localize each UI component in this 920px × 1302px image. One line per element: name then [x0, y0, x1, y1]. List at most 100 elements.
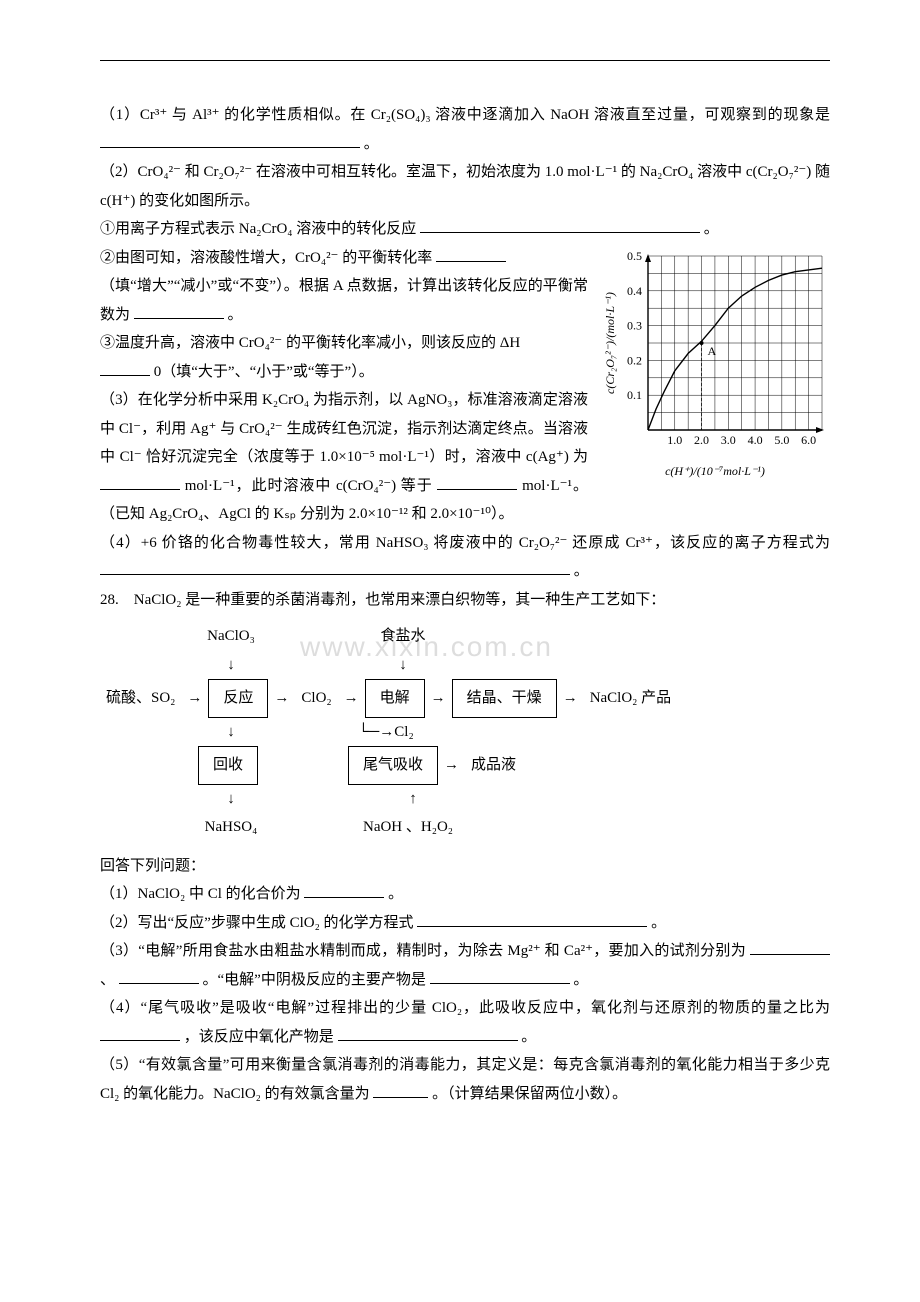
flow-top2: 食盐水 [357, 622, 449, 651]
flow-bottom: NaHSO₄ NaOH 、H₂O₂ [100, 813, 830, 842]
text: （3）在化学分析中采用 K₂CrO₄ 为指示剂，以 AgNO₃，标准溶液滴定溶液… [100, 392, 588, 465]
blank [100, 559, 570, 575]
svg-text:0.1: 0.1 [627, 388, 642, 402]
blank [119, 968, 199, 984]
text: 。 [228, 307, 243, 323]
text: 。 [521, 1029, 536, 1045]
chart: 1.02.03.04.05.06.00.10.20.30.40.5c(Cr₂O₇… [600, 248, 830, 483]
q28-part3: （3）“电解”所用食盐水由粗盐水精制而成，精制时，为除去 Mg²⁺ 和 Ca²⁺… [100, 937, 830, 994]
svg-text:4.0: 4.0 [748, 433, 763, 447]
arrow-right-icon: → [425, 684, 452, 713]
text: ③温度升高，溶液中 CrO₄²⁻ 的平衡转化率减小，则该反应的 ΔH [100, 335, 520, 351]
svg-text:c(Cr₂O₇²⁻)/(mol·L⁻¹): c(Cr₂O₇²⁻)/(mol·L⁻¹) [603, 292, 617, 394]
svg-text:0.3: 0.3 [627, 318, 642, 332]
q27-part2: （2）CrO₄²⁻ 和 Cr₂O₇²⁻ 在溶液中可相互转化。室温下，初始浓度为 … [100, 158, 830, 215]
q27-part2-1: ①用离子方程式表示 Na₂CrO₄ 溶液中的转化反应 。 [100, 215, 830, 244]
svg-text:1.0: 1.0 [667, 433, 682, 447]
arrow-right-icon: → [181, 684, 208, 713]
arrow-right-icon: → [268, 684, 295, 713]
blank [750, 939, 830, 955]
arrow-up-icon: ↑ [357, 785, 469, 814]
flow-top1: NaClO₃ [185, 622, 277, 651]
flow-box-reaction: 反应 [208, 679, 268, 718]
text: 。（计算结果保留两位小数）。 [432, 1086, 627, 1102]
text: 。 [574, 563, 589, 579]
text: 。 [388, 886, 403, 902]
blank [420, 217, 700, 233]
blank [304, 882, 384, 898]
arrow-right-icon: → [338, 684, 365, 713]
text: （1）Cr³⁺ 与 Al³⁺ 的化学性质相似。在 Cr₂(SO₄)₃ 溶液中逐滴… [100, 107, 830, 123]
svg-text:6.0: 6.0 [801, 433, 816, 447]
page: www.xixin.com.cn （1）Cr³⁺ 与 Al³⁺ 的化学性质相似。… [100, 60, 830, 1108]
flow-box-tailgas: 尾气吸收 [348, 746, 438, 785]
q28-intro: 28. NaClO₂ 是一种重要的杀菌消毒剂，也常用来漂白织物等，其一种生产工艺… [100, 586, 830, 615]
text: ，该反应中氧化产物是 [184, 1029, 334, 1045]
q28-part2: （2）写出“反应”步骤中生成 ClO₂ 的化学方程式 。 [100, 909, 830, 938]
text: ②由图可知，溶液酸性增大，CrO₄²⁻ 的平衡转化率 [100, 250, 432, 266]
flow-cl2-branch: └─→Cl₂ [352, 718, 459, 747]
svg-text:0.4: 0.4 [627, 283, 642, 297]
arrow-down-icon: ↓ [185, 651, 277, 680]
arrow-down-icon: ↓ [357, 651, 449, 680]
text: （4）“尾气吸收”是吸收“电解”过程排出的少量 ClO₂，此吸收反应中，氧化剂与… [100, 1000, 830, 1016]
flow-bot1: NaHSO₄ [185, 813, 277, 842]
q28-part4: （4）“尾气吸收”是吸收“电解”过程排出的少量 ClO₂，此吸收反应中，氧化剂与… [100, 994, 830, 1051]
text: 。 [573, 972, 588, 988]
blank [134, 303, 224, 319]
blank [373, 1082, 428, 1098]
flow-box-crystal: 结晶、干燥 [452, 679, 557, 718]
flow-connect: ↓ └─→Cl₂ [100, 718, 830, 747]
text: 。 [364, 136, 379, 152]
blank [437, 474, 517, 490]
flow-out5: 成品液 [465, 751, 522, 780]
flow-top: NaClO₃ 食盐水 [100, 622, 830, 651]
blank [100, 132, 360, 148]
arrow-down-icon: ↓ [185, 718, 277, 747]
text: 、 [100, 972, 115, 988]
text: 0（填“大于”、“小于”或“等于”）。 [154, 364, 374, 380]
blank [430, 968, 570, 984]
flow-box-electro: 电解 [365, 679, 425, 718]
text: 。 [651, 915, 666, 931]
svg-text:5.0: 5.0 [774, 433, 789, 447]
q28-part5: （5）“有效氯含量”可用来衡量含氯消毒剂的消毒能力，其定义是：每克含氯消毒剂的氧… [100, 1051, 830, 1108]
svg-text:0.2: 0.2 [627, 353, 642, 367]
text: （3）“电解”所用食盐水由粗盐水精制而成，精制时，为除去 Mg²⁺ 和 Ca²⁺… [100, 943, 746, 959]
flowchart: NaClO₃ 食盐水 ↓ ↓ 硫酸、SO₂ → 反应 → ClO₂ → 电解 →… [100, 622, 830, 842]
flow-mid2: Cl₂ [394, 724, 413, 740]
flow-main: 硫酸、SO₂ → 反应 → ClO₂ → 电解 → 结晶、干燥 → NaClO₂… [100, 679, 830, 718]
text: 。 [704, 221, 719, 237]
flow-right: NaClO₂ 产品 [584, 684, 677, 713]
text: 。“电解”中阴极反应的主要产物是 [203, 972, 426, 988]
arrow-right-icon: → [557, 684, 584, 713]
q27-part4: （4）+6 价铬的化合物毒性较大，常用 NaHSO₃ 将废液中的 Cr₂O₇²⁻… [100, 529, 830, 586]
q28-answer-intro: 回答下列问题： [100, 852, 830, 881]
q27-part1: （1）Cr³⁺ 与 Al³⁺ 的化学性质相似。在 Cr₂(SO₄)₃ 溶液中逐滴… [100, 101, 830, 158]
flow-box-recover: 回收 [198, 746, 258, 785]
q28-part1: （1）NaClO₂ 中 Cl 的化合价为 。 [100, 880, 830, 909]
chart-svg: 1.02.03.04.05.06.00.10.20.30.40.5c(Cr₂O₇… [600, 248, 830, 458]
flow-left: 硫酸、SO₂ [100, 684, 181, 713]
svg-text:A: A [708, 344, 717, 358]
chart-xlabel: c(H⁺)/(10⁻⁷mol·L⁻¹) [600, 460, 830, 483]
flow-arrows-down1: ↓ ↓ [100, 651, 830, 680]
flow-mid1: ClO₂ [295, 684, 337, 713]
arrow-right-icon: → [438, 751, 465, 780]
text: （4）+6 价铬的化合物毒性较大，常用 NaHSO₃ 将废液中的 Cr₂O₇²⁻… [100, 535, 830, 551]
blank [100, 360, 150, 376]
flow-bot2: NaOH 、H₂O₂ [332, 813, 484, 842]
flow-second: 回收 尾气吸收 → 成品液 [100, 746, 830, 785]
blank [338, 1025, 518, 1041]
blank [417, 911, 647, 927]
svg-text:0.5: 0.5 [627, 249, 642, 263]
svg-text:2.0: 2.0 [694, 433, 709, 447]
text: （1）NaClO₂ 中 Cl 的化合价为 [100, 886, 301, 902]
arrow-down-icon: ↓ [185, 785, 277, 814]
flow-arrows-down2: ↓ ↑ [100, 785, 830, 814]
blank [100, 474, 180, 490]
text: mol·L⁻¹，此时溶液中 c(CrO₄²⁻) 等于 [185, 478, 433, 494]
text: （2）写出“反应”步骤中生成 ClO₂ 的化学方程式 [100, 915, 414, 931]
blank [436, 246, 506, 262]
text: ①用离子方程式表示 Na₂CrO₄ 溶液中的转化反应 [100, 221, 416, 237]
